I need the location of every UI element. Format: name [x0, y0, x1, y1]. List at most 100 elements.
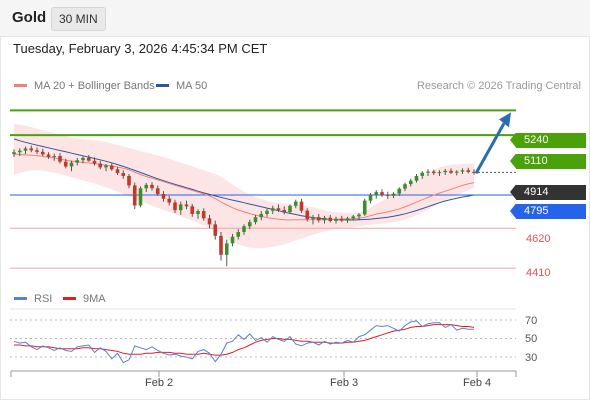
ma50-line — [13, 138, 475, 221]
support-label-1: 4620 — [526, 233, 551, 245]
candle-body — [23, 148, 28, 151]
candle-body — [86, 157, 91, 161]
candle-body — [46, 154, 51, 157]
candle-body — [167, 198, 172, 203]
candle-body — [75, 160, 80, 163]
ma20-line — [13, 153, 475, 221]
forecast-arrow-shaft — [474, 122, 506, 175]
candle-body — [472, 171, 476, 173]
candle-body — [460, 170, 465, 172]
price-label-tip-4 — [510, 203, 516, 219]
timeframe-button[interactable]: 30 MIN — [51, 7, 106, 31]
candle-body — [368, 194, 373, 201]
candle-body — [420, 172, 425, 176]
symbol-title: Gold — [12, 9, 47, 26]
candle-body — [431, 171, 436, 174]
x-tick-feb2: Feb 2 — [145, 377, 174, 389]
candle-body — [293, 201, 298, 206]
ma50-price-label: 4795 — [516, 204, 586, 219]
candle-body — [201, 211, 206, 219]
candle-body — [69, 162, 74, 167]
candle-body — [351, 216, 356, 219]
candle-body — [253, 217, 258, 223]
candle-body — [138, 188, 143, 206]
candle-body — [29, 148, 34, 151]
price-label-tip-2 — [510, 153, 516, 169]
legend-rsi: RSI — [14, 293, 52, 305]
candle-body — [322, 217, 327, 221]
candle-body — [265, 210, 269, 214]
ma20-swatch — [14, 83, 27, 87]
candle-body — [52, 156, 57, 157]
x-tick-feb3: Feb 3 — [330, 377, 359, 389]
candle-body — [311, 217, 315, 220]
legend-ma50: MA 50 — [156, 80, 207, 92]
rsi-level-50: 50 — [525, 333, 538, 345]
candle-body — [121, 173, 126, 176]
candle-body — [173, 202, 177, 211]
candle-body — [345, 218, 350, 221]
candle-body — [213, 224, 218, 236]
candle-body — [40, 151, 45, 155]
candle-body — [132, 185, 137, 206]
candle-body — [127, 175, 131, 186]
candle-body — [339, 218, 344, 221]
9ma-swatch — [63, 296, 76, 300]
candle-body — [242, 226, 246, 232]
candle-body — [144, 184, 149, 189]
forecast-arrow-head — [499, 112, 511, 128]
candle-body — [63, 161, 68, 167]
candle-body — [150, 184, 154, 189]
candle-body — [161, 194, 166, 199]
candle-body — [305, 210, 310, 220]
candle-body — [328, 217, 333, 221]
header-bar: Gold 30 MIN — [0, 0, 590, 37]
candle-body — [230, 236, 235, 244]
candle-body — [362, 200, 367, 215]
candle-body — [236, 232, 241, 237]
price-label-tip-3 — [510, 184, 516, 200]
candle-body — [190, 206, 195, 214]
support-label-2: 4410 — [526, 267, 551, 279]
candle-body — [104, 165, 108, 168]
candle-body — [408, 180, 413, 185]
candle-body — [437, 172, 442, 174]
ma50-swatch — [156, 83, 169, 87]
candle-body — [178, 204, 183, 211]
resistance-label-2: 5110 — [516, 154, 586, 169]
last-price-label: 4914 — [516, 185, 586, 200]
candle-body — [397, 188, 402, 194]
candle-body — [115, 169, 120, 174]
price-label-tip-1 — [510, 132, 516, 148]
legend-ma20-label: MA 20 + Bollinger Bands — [34, 80, 155, 92]
candle-body — [403, 184, 407, 189]
research-credit: Research © 2026 Trading Central — [416, 80, 581, 92]
candle-body — [334, 218, 338, 221]
resistance-label-1: 5240 — [516, 133, 586, 148]
candle-body — [449, 170, 453, 173]
candle-body — [374, 192, 379, 195]
candle-body — [299, 201, 304, 211]
candle-body — [224, 243, 229, 255]
candle-body — [385, 194, 390, 196]
candle-body — [414, 175, 419, 181]
candle-body — [380, 192, 384, 195]
candle-body — [155, 188, 160, 194]
rsi-line — [13, 320, 474, 364]
candle-body — [357, 214, 361, 217]
legend-ma20: MA 20 + Bollinger Bands — [14, 80, 155, 92]
candle-body — [109, 165, 114, 170]
rsi-level-70: 70 — [525, 315, 538, 327]
candle-body — [17, 150, 22, 153]
candle-body — [92, 160, 97, 164]
rsi-level-30: 30 — [525, 352, 538, 364]
candle-body — [282, 209, 287, 213]
candle-body — [316, 217, 321, 221]
timestamp: Tuesday, February 3, 2026 4:45:34 PM CET — [13, 41, 268, 56]
candle-body — [219, 235, 223, 255]
legend-9ma: 9MA — [63, 293, 106, 305]
candle-body — [259, 213, 264, 218]
legend-rsi-label: RSI — [34, 293, 53, 305]
x-tick-feb4: Feb 4 — [463, 377, 492, 389]
